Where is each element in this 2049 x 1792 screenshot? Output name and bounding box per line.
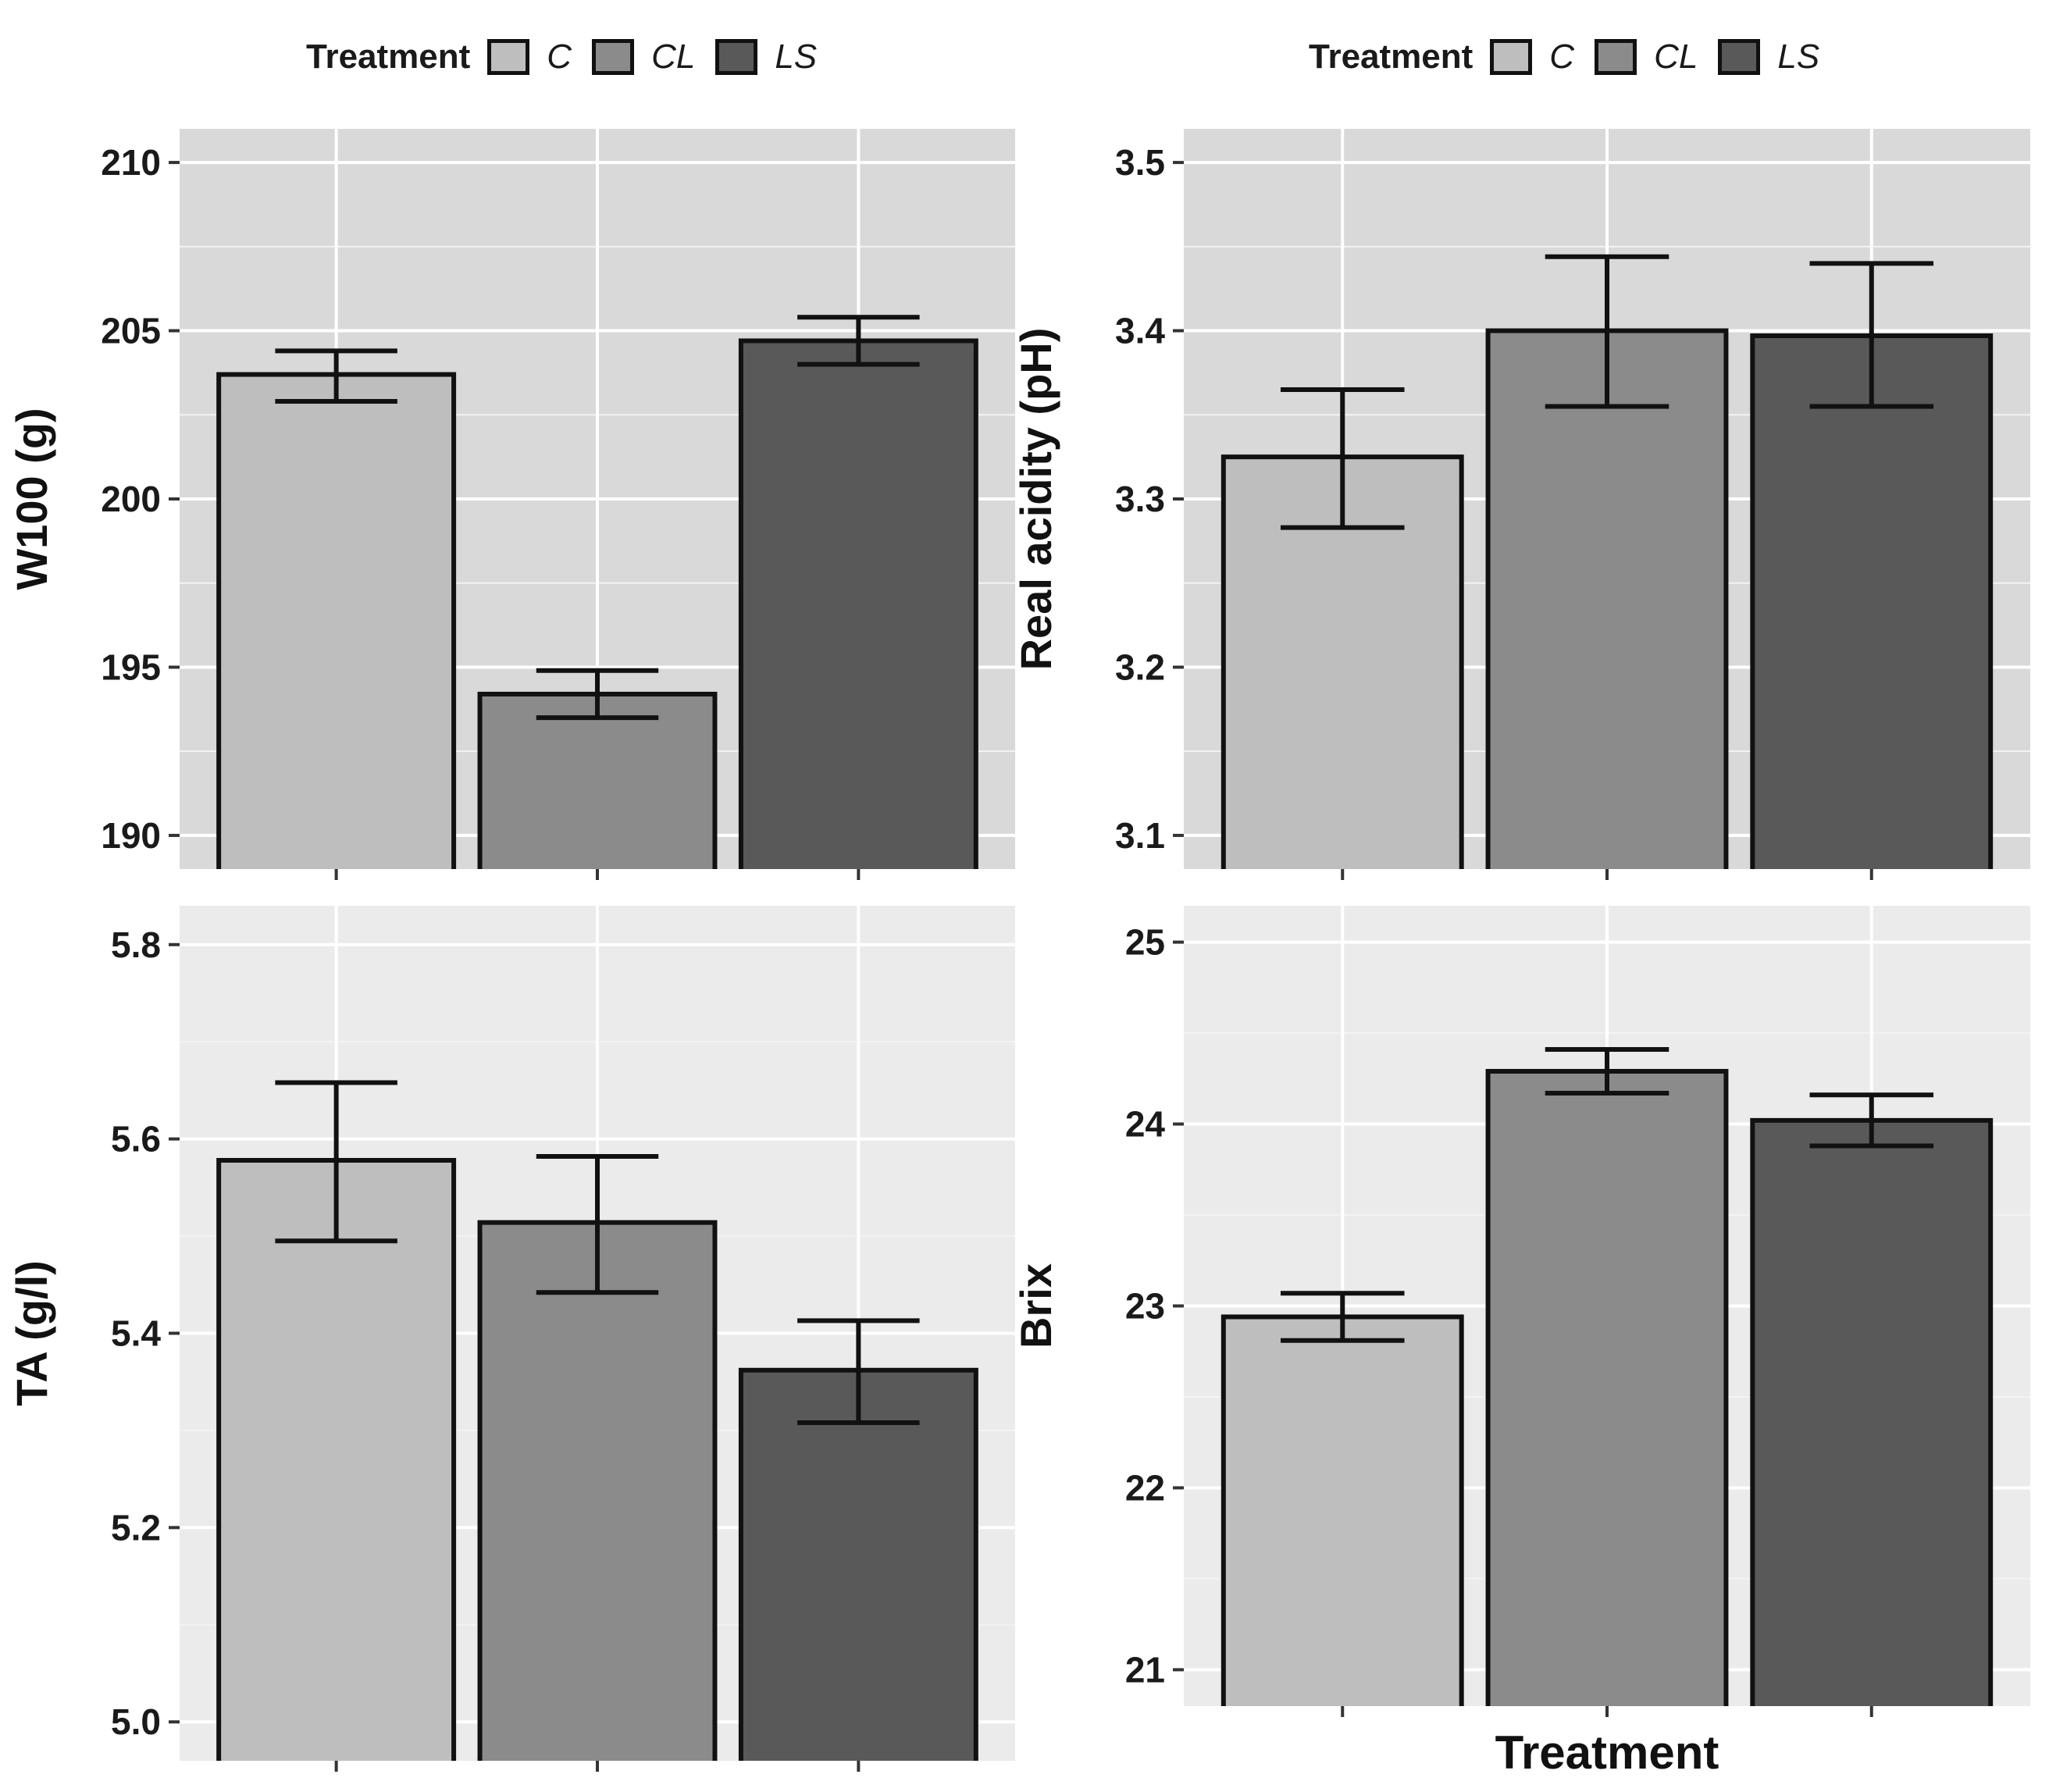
y-tick-label: 3.3	[1115, 479, 1165, 519]
y-tick-label: 21	[1125, 1649, 1165, 1690]
legend-item-cl: CL	[592, 37, 695, 77]
y-tick-label: 205	[101, 311, 161, 351]
legend-key-cl	[592, 39, 635, 75]
legend-item-c: C	[487, 37, 572, 77]
bar-ls	[1750, 333, 1994, 875]
legend-right: Treatment C CL LS	[1309, 37, 1840, 77]
legend-item-c: C	[1490, 37, 1574, 77]
y-tick-label: 5.4	[111, 1313, 161, 1354]
y-tick-label: 24	[1125, 1104, 1166, 1145]
y-tick-label: 23	[1125, 1286, 1165, 1327]
x-axis-label: Treatment	[1495, 1726, 1719, 1779]
bar-c	[216, 1158, 457, 1766]
y-tick-label: 5.0	[111, 1701, 161, 1742]
legend-item-ls: LS	[715, 37, 817, 77]
y-tick-label: 190	[101, 815, 161, 856]
bar-ls	[738, 338, 978, 875]
legend-key-ls	[715, 39, 758, 75]
legend-label-c: C	[1549, 37, 1575, 76]
legend-key-c	[1490, 39, 1533, 75]
legend-left: Treatment C CL LS	[306, 37, 837, 77]
bar-cl	[1485, 328, 1729, 875]
y-axis-label: W100 (g)	[7, 408, 56, 590]
y-tick-label: 3.4	[1115, 311, 1165, 351]
legend-label-ls: LS	[775, 37, 818, 76]
y-tick-label: 195	[101, 647, 161, 687]
legend-label-ls: LS	[1777, 37, 1820, 76]
bar-cl	[477, 691, 718, 875]
y-tick-label: 3.2	[1115, 647, 1165, 687]
y-tick-label: 200	[101, 479, 161, 519]
y-tick-label: 5.6	[111, 1119, 161, 1160]
bar-c	[1220, 1314, 1464, 1712]
bar-ls	[1750, 1117, 1994, 1712]
y-tick-label: 25	[1125, 922, 1165, 963]
legend-title: Treatment	[306, 37, 471, 76]
y-tick-label: 3.5	[1115, 142, 1165, 183]
legend-key-ls	[1718, 39, 1761, 75]
y-tick-label: 3.1	[1115, 815, 1165, 856]
legend-item-cl: CL	[1595, 37, 1698, 77]
legend-key-c	[487, 39, 530, 75]
legend-title: Treatment	[1309, 37, 1473, 76]
legend-key-cl	[1595, 39, 1637, 75]
y-axis-label: Real acidity (pH)	[1011, 328, 1060, 671]
bar-cl	[1485, 1068, 1729, 1712]
bar-cl	[477, 1220, 718, 1766]
legend-label-cl: CL	[651, 37, 696, 76]
legend-label-cl: CL	[1654, 37, 1698, 76]
y-tick-label: 210	[101, 142, 161, 183]
y-tick-label: 5.8	[111, 925, 161, 965]
bar-c	[216, 372, 457, 875]
y-axis-label: Brix	[1011, 1263, 1060, 1348]
y-tick-label: 5.2	[111, 1507, 161, 1548]
y-axis-label: TA (g/l)	[7, 1260, 56, 1406]
bar-ls	[738, 1367, 978, 1766]
legend-label-c: C	[547, 37, 572, 76]
y-tick-label: 22	[1125, 1467, 1165, 1508]
legend-item-ls: LS	[1718, 37, 1819, 77]
